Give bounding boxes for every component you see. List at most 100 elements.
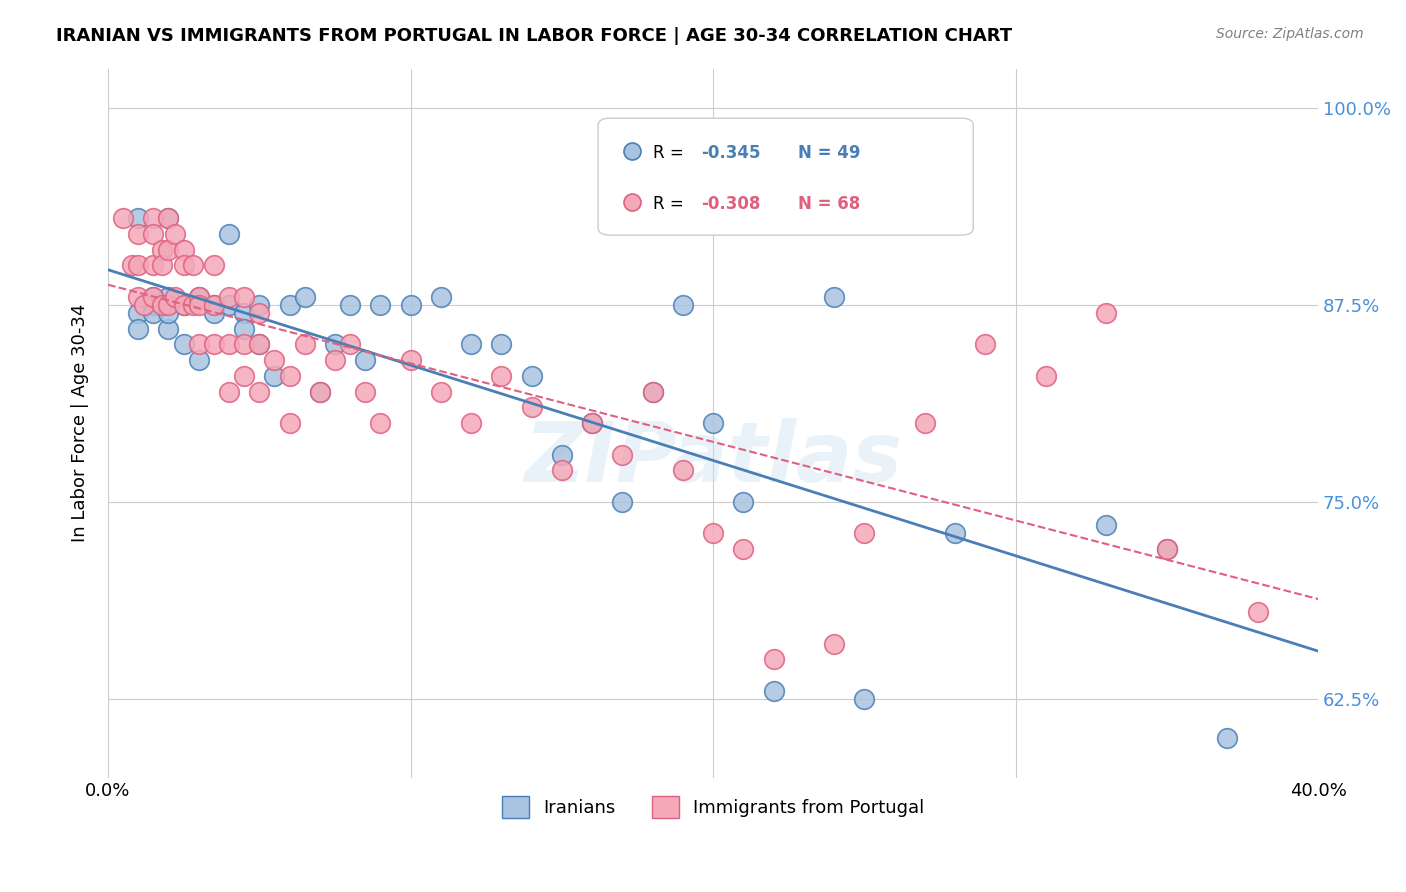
FancyBboxPatch shape (598, 118, 973, 235)
Point (702, 416, 724, 430)
Point (233, 337, 256, 351)
Point (233, 290, 256, 304)
Point (247, 337, 270, 351)
Point (1216, 731, 1239, 746)
Point (127, 211, 149, 226)
Point (1156, 542, 1178, 557)
Point (202, 298, 225, 312)
Point (368, 416, 391, 430)
Text: R =: R = (652, 144, 689, 162)
Point (278, 298, 301, 312)
Point (460, 416, 482, 430)
Point (278, 416, 301, 430)
Point (127, 321, 149, 335)
Point (152, 259, 174, 273)
Point (1246, 605, 1268, 619)
Point (134, 298, 156, 312)
Point (339, 298, 361, 312)
Point (181, 259, 204, 273)
Text: -0.345: -0.345 (702, 144, 761, 162)
Point (762, 652, 785, 666)
Point (247, 306, 270, 320)
Text: R =: R = (652, 195, 689, 213)
Point (127, 259, 149, 273)
Point (294, 337, 316, 351)
Point (181, 298, 204, 312)
Point (187, 337, 209, 351)
Point (823, 637, 845, 651)
Point (853, 526, 876, 541)
Point (612, 448, 634, 462)
Point (233, 306, 256, 320)
Point (187, 290, 209, 304)
Point (127, 306, 149, 320)
Point (429, 290, 451, 304)
Text: Source: ZipAtlas.com: Source: ZipAtlas.com (1216, 27, 1364, 41)
Point (202, 337, 225, 351)
Point (294, 290, 316, 304)
Point (218, 227, 240, 241)
Point (157, 321, 180, 335)
Point (157, 298, 180, 312)
Point (491, 368, 513, 383)
Point (354, 353, 377, 368)
Point (733, 542, 755, 557)
Point (641, 384, 664, 399)
Point (157, 243, 180, 257)
Point (247, 337, 270, 351)
Point (1156, 542, 1178, 557)
Point (142, 306, 165, 320)
Point (163, 227, 186, 241)
Point (142, 290, 165, 304)
Point (551, 448, 574, 462)
Point (323, 353, 346, 368)
Point (127, 227, 149, 241)
Point (233, 368, 256, 383)
Point (247, 298, 270, 312)
Point (974, 337, 997, 351)
Point (173, 259, 195, 273)
Point (672, 298, 695, 312)
Point (247, 384, 270, 399)
Text: IRANIAN VS IMMIGRANTS FROM PORTUGAL IN LABOR FORCE | AGE 30-34 CORRELATION CHART: IRANIAN VS IMMIGRANTS FROM PORTUGAL IN L… (56, 27, 1012, 45)
Text: N = 49: N = 49 (797, 144, 860, 162)
Point (263, 368, 285, 383)
Point (354, 384, 377, 399)
Point (157, 306, 180, 320)
Point (323, 337, 346, 351)
Point (157, 290, 180, 304)
Point (202, 259, 225, 273)
Point (308, 384, 330, 399)
Point (218, 337, 240, 351)
Point (142, 211, 165, 226)
Point (263, 353, 285, 368)
Point (121, 259, 143, 273)
Point (914, 416, 936, 430)
Point (612, 495, 634, 509)
Point (142, 227, 165, 241)
Point (173, 243, 195, 257)
Point (202, 306, 225, 320)
Point (157, 211, 180, 226)
Point (173, 337, 195, 351)
Point (173, 298, 195, 312)
Point (762, 684, 785, 698)
Point (278, 368, 301, 383)
Point (233, 321, 256, 335)
Point (460, 337, 482, 351)
Point (127, 290, 149, 304)
Point (853, 691, 876, 706)
Point (491, 337, 513, 351)
Y-axis label: In Labor Force | Age 30-34: In Labor Force | Age 30-34 (72, 304, 89, 542)
Point (823, 290, 845, 304)
Point (943, 526, 966, 541)
Point (581, 416, 603, 430)
Point (339, 337, 361, 351)
Point (142, 290, 165, 304)
Point (152, 243, 174, 257)
Point (157, 211, 180, 226)
Point (581, 416, 603, 430)
Point (142, 259, 165, 273)
Text: N = 68: N = 68 (797, 195, 860, 213)
Point (733, 495, 755, 509)
